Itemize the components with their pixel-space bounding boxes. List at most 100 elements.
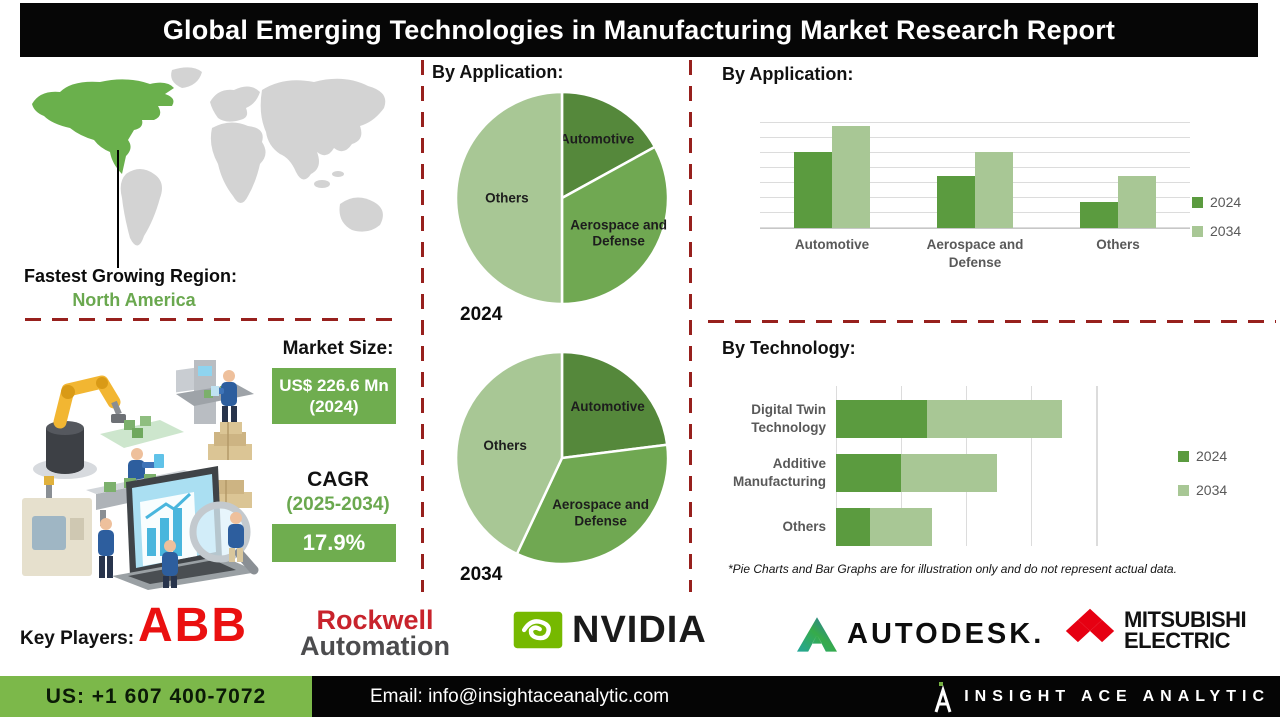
market-size-label: Market Size: bbox=[282, 338, 394, 359]
pie-slice-label-others: Others bbox=[485, 191, 529, 206]
island bbox=[332, 171, 344, 177]
legend-swatch-2024 bbox=[1192, 196, 1203, 208]
pie-year-2034: 2034 bbox=[460, 564, 503, 585]
bar-2024-automotive bbox=[794, 152, 832, 228]
analysts-icon bbox=[162, 512, 244, 588]
pie-slice-aerospace-and-defense bbox=[560, 145, 670, 306]
legend-label-2024: 2024 bbox=[1196, 448, 1228, 464]
pie-slice-automotive bbox=[560, 90, 657, 200]
divider-vertical-2 bbox=[689, 60, 692, 592]
bar-category-label-aerospace-and-defense: Aerospace and Defense bbox=[926, 237, 1024, 271]
logo-rockwell-automation: Rockwell Automation bbox=[300, 605, 450, 659]
pie-slice-others bbox=[454, 350, 564, 556]
pie-chart-2034-host: Automotive Aerospace and Defense Others bbox=[452, 348, 672, 568]
parts-tray-icon bbox=[100, 416, 184, 448]
bar-2034-others bbox=[1118, 176, 1156, 228]
cagr-label: CAGR bbox=[307, 468, 369, 491]
bar-2034-automotive bbox=[832, 126, 870, 228]
bar-category-label-automotive: Automotive bbox=[794, 237, 870, 252]
cagr-value: 17.9% bbox=[272, 524, 396, 562]
continent-africa bbox=[210, 122, 266, 203]
pie-section-heading: By Application: bbox=[432, 62, 564, 82]
mitsubishi-wordmark-line2: ELECTRIC bbox=[1124, 628, 1231, 653]
rockwell-wordmark-line1: Rockwell bbox=[316, 605, 434, 635]
pie-slice-label-aerospace-and-defense: Aerospace and Defense bbox=[570, 217, 667, 248]
hbar-2024-additive-manufacturing bbox=[836, 454, 901, 492]
legend-label-2024: 2024 bbox=[1210, 194, 1242, 210]
technology-chart-legend: 2024 2034 bbox=[1178, 448, 1227, 498]
pie-slice-others bbox=[454, 90, 564, 306]
divider-left-horizontal bbox=[25, 318, 395, 321]
map-connector-line bbox=[117, 150, 119, 268]
continent-greenland bbox=[171, 67, 202, 88]
world-map bbox=[32, 67, 386, 246]
bar-category-label-others: Others bbox=[1096, 237, 1140, 252]
hbar-2024-others bbox=[836, 508, 870, 546]
robot-arm-icon bbox=[33, 375, 126, 479]
legend-swatch-2024 bbox=[1178, 450, 1189, 462]
logo-autodesk: AUTODESK. bbox=[795, 614, 1044, 654]
hbar-2034-others bbox=[870, 508, 932, 546]
application-bar-chart: Automotive Aerospace and Defense Others bbox=[755, 106, 1220, 281]
divider-right-horizontal bbox=[708, 320, 1276, 323]
pie-slice-label-automotive: Automotive bbox=[570, 399, 645, 414]
technology-label-digital-twin-technology: Digital Twin Technology bbox=[751, 402, 826, 435]
legend-item-2034: 2034 bbox=[1192, 223, 1241, 239]
cagr-period: (2025-2034) bbox=[286, 494, 390, 515]
hbar-2034-digital-twin-technology bbox=[927, 400, 1062, 438]
legend-swatch-2034 bbox=[1178, 484, 1189, 496]
hbar-2034-additive-manufacturing bbox=[901, 454, 997, 492]
bar-chart-legend: 2024 2034 bbox=[1192, 194, 1241, 239]
legend-item-2034: 2034 bbox=[1178, 482, 1227, 498]
brand-lockup: INSIGHT ACE ANALYTIC bbox=[934, 676, 1270, 717]
island bbox=[314, 180, 330, 188]
logo-nvidia: NVIDIA bbox=[512, 608, 707, 652]
footer-bar: Email: info@insightaceanalytic.com INSIG… bbox=[312, 676, 1280, 717]
technology-chart-heading: By Technology: bbox=[722, 338, 856, 358]
pie-year-2024: 2024 bbox=[460, 304, 503, 325]
footer-phone: US: +1 607 400-7072 bbox=[0, 676, 312, 717]
pie-chart-2024: Automotive Aerospace and Defense Others bbox=[454, 90, 670, 306]
insightace-logo-icon bbox=[934, 681, 952, 712]
logo-abb: ABB bbox=[138, 598, 248, 653]
bar-2024-aerospace-and-defense bbox=[937, 176, 975, 228]
legend-label-2034: 2034 bbox=[1210, 223, 1242, 239]
logo-mitsubishi-electric: MITSUBISHI ELECTRIC bbox=[1064, 606, 1247, 656]
chart-disclaimer: *Pie Charts and Bar Graphs are for illus… bbox=[728, 562, 1177, 576]
nvidia-eye-icon bbox=[513, 611, 563, 649]
worker-icon bbox=[211, 370, 237, 426]
nvidia-wordmark: NVIDIA bbox=[572, 608, 707, 651]
technology-label-others: Others bbox=[782, 519, 826, 535]
bar-chart-heading: By Application: bbox=[722, 64, 854, 84]
footer-email: Email: info@insightaceanalytic.com bbox=[370, 685, 670, 707]
fastest-growing-region-label: Fastest Growing Region: bbox=[24, 266, 238, 286]
abb-wordmark: ABB bbox=[138, 599, 248, 652]
divider-vertical-1 bbox=[421, 60, 424, 592]
manufacturing-illustration bbox=[22, 360, 259, 590]
technology-label-additive-manufacturing: Additive Manufacturing bbox=[733, 456, 826, 489]
legend-item-2024: 2024 bbox=[1192, 194, 1241, 210]
continent-europe bbox=[210, 86, 260, 122]
legend-item-2024: 2024 bbox=[1178, 448, 1227, 464]
fastest-growing-region-value: North America bbox=[72, 290, 196, 310]
bar-2024-others bbox=[1080, 202, 1118, 228]
bar-2034-aerospace-and-defense bbox=[975, 152, 1013, 228]
pie-slice-label-others: Others bbox=[483, 438, 527, 453]
autodesk-a-icon bbox=[797, 617, 837, 652]
continent-asia bbox=[260, 78, 386, 180]
market-size-value: US$ 226.6 Mn (2024) bbox=[272, 368, 396, 424]
pie-chart-2024-host: Automotive Aerospace and Defense Others bbox=[452, 88, 672, 308]
continent-south-america bbox=[120, 169, 162, 246]
key-players-label: Key Players: bbox=[20, 628, 135, 649]
pie-slice-label-automotive: Automotive bbox=[560, 131, 635, 146]
pie-chart-2034: Automotive Aerospace and Defense Others bbox=[454, 350, 670, 566]
pie-slice-label-aerospace-and-defense: Aerospace and Defense bbox=[552, 497, 649, 528]
report-title: Global Emerging Technologies in Manufact… bbox=[162, 14, 1116, 45]
technology-bar-chart: Digital Twin Technology Additive Manufact… bbox=[718, 376, 1188, 556]
brand-name: INSIGHT ACE ANALYTIC bbox=[964, 687, 1270, 705]
continent-australia bbox=[339, 197, 383, 232]
legend-swatch-2034 bbox=[1192, 225, 1203, 237]
hbar-2024-digital-twin-technology bbox=[836, 400, 927, 438]
pie-slice-automotive bbox=[560, 350, 669, 460]
